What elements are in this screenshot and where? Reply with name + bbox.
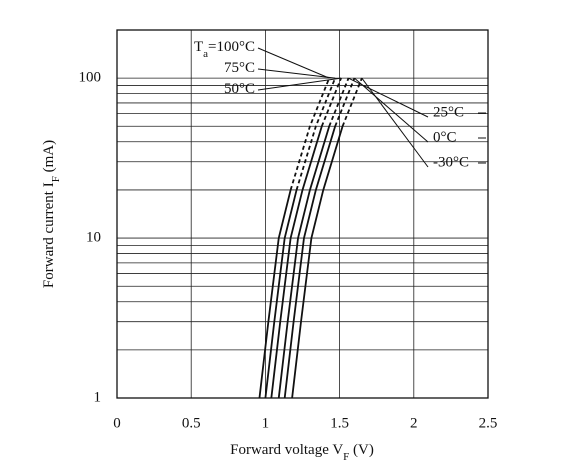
curve-dashed (328, 77, 350, 127)
y-tick-label: 100 (79, 70, 102, 86)
y-label-unit: (mA) (41, 140, 57, 176)
temp-equals: = (208, 39, 216, 55)
curve (277, 126, 331, 399)
y-axis-label: Forward current IF (mA) (41, 140, 61, 288)
x-label-subscript: F (343, 451, 349, 463)
temperature-label: Ta=100°C (194, 39, 255, 59)
curve-dashed (341, 77, 363, 127)
curve (270, 126, 323, 399)
temperature-label: 0°C (433, 129, 457, 145)
leader-line (257, 77, 342, 91)
x-label-text: Forward voltage V (230, 442, 343, 458)
curve (291, 126, 344, 399)
series-name: 50°C (224, 81, 255, 97)
x-tick-label: 0.5 (182, 415, 201, 431)
curve (283, 126, 337, 399)
y-label-subscript: F (50, 176, 62, 182)
x-tick-label: 1.5 (330, 415, 349, 431)
curve-dashed (334, 77, 356, 127)
x-axis-label: Forward voltage VF (V) (230, 442, 374, 462)
x-tick-label: 1 (262, 415, 270, 431)
temperature-label: 50°C (224, 81, 255, 97)
leader-line (257, 47, 330, 79)
curve-dashed (289, 77, 331, 191)
y-tick-label: 1 (94, 389, 102, 405)
curve-dashed (320, 77, 342, 127)
temperature-label: 25°C (433, 104, 464, 120)
y-label-text: Forward current I (41, 182, 57, 288)
curve-dashed (295, 77, 336, 191)
temperature-label: -30°C (433, 154, 469, 170)
x-tick-label: 2.5 (479, 415, 498, 431)
x-tick-label: 2 (410, 415, 418, 431)
curve (258, 189, 292, 399)
curve (264, 189, 298, 399)
leader-line (354, 77, 429, 143)
temp-subscript: a (203, 48, 208, 60)
y-tick-label: 10 (86, 230, 101, 246)
x-tick-label: 0 (113, 415, 121, 431)
series-name: 100°C (216, 39, 255, 55)
leader-line (257, 68, 336, 79)
plot-frame (116, 29, 489, 399)
temp-symbol: T (194, 39, 203, 55)
temperature-label: 75°C (224, 60, 255, 76)
leader-line (361, 77, 429, 168)
series-name: 75°C (224, 60, 255, 76)
x-label-unit: (V) (349, 442, 374, 458)
